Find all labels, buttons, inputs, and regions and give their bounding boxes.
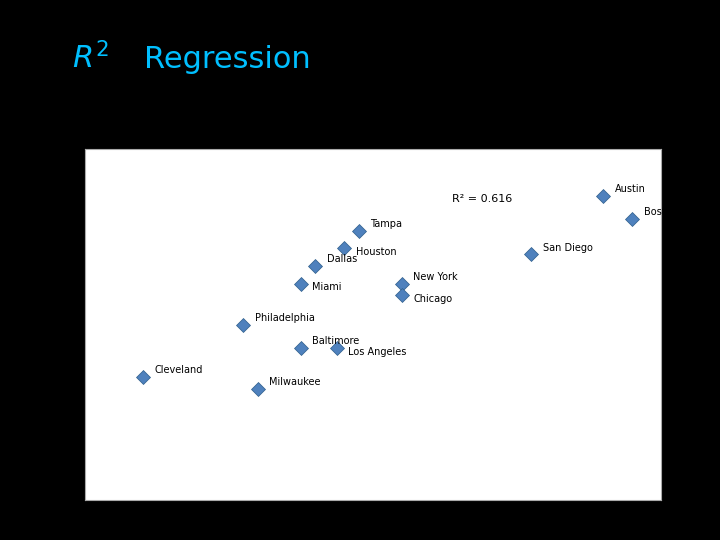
Text: San Diego: San Diego [543, 242, 593, 253]
Text: Chicago: Chicago [413, 294, 452, 304]
Text: Houston: Houston [356, 247, 396, 257]
Text: Boston: Boston [644, 207, 678, 218]
Text: Los Angeles: Los Angeles [348, 347, 407, 357]
Text: Baltimore: Baltimore [312, 336, 360, 346]
Text: Regression: Regression [144, 45, 311, 74]
Text: Philadelphia: Philadelphia [255, 313, 315, 323]
Title: TUDA Score Vs Percentage of Bachelors-Holders: TUDA Score Vs Percentage of Bachelors-Ho… [166, 126, 580, 141]
Text: Dallas: Dallas [327, 254, 357, 264]
Text: $R^2$: $R^2$ [72, 43, 109, 76]
Text: Austin: Austin [615, 184, 646, 194]
Text: Tampa: Tampa [370, 219, 402, 229]
Text: Miami: Miami [312, 282, 342, 292]
Text: New York: New York [413, 272, 458, 282]
Text: Cleveland: Cleveland [154, 366, 202, 375]
Text: Milwaukee: Milwaukee [269, 377, 321, 387]
Text: R² = 0.616: R² = 0.616 [452, 194, 513, 204]
